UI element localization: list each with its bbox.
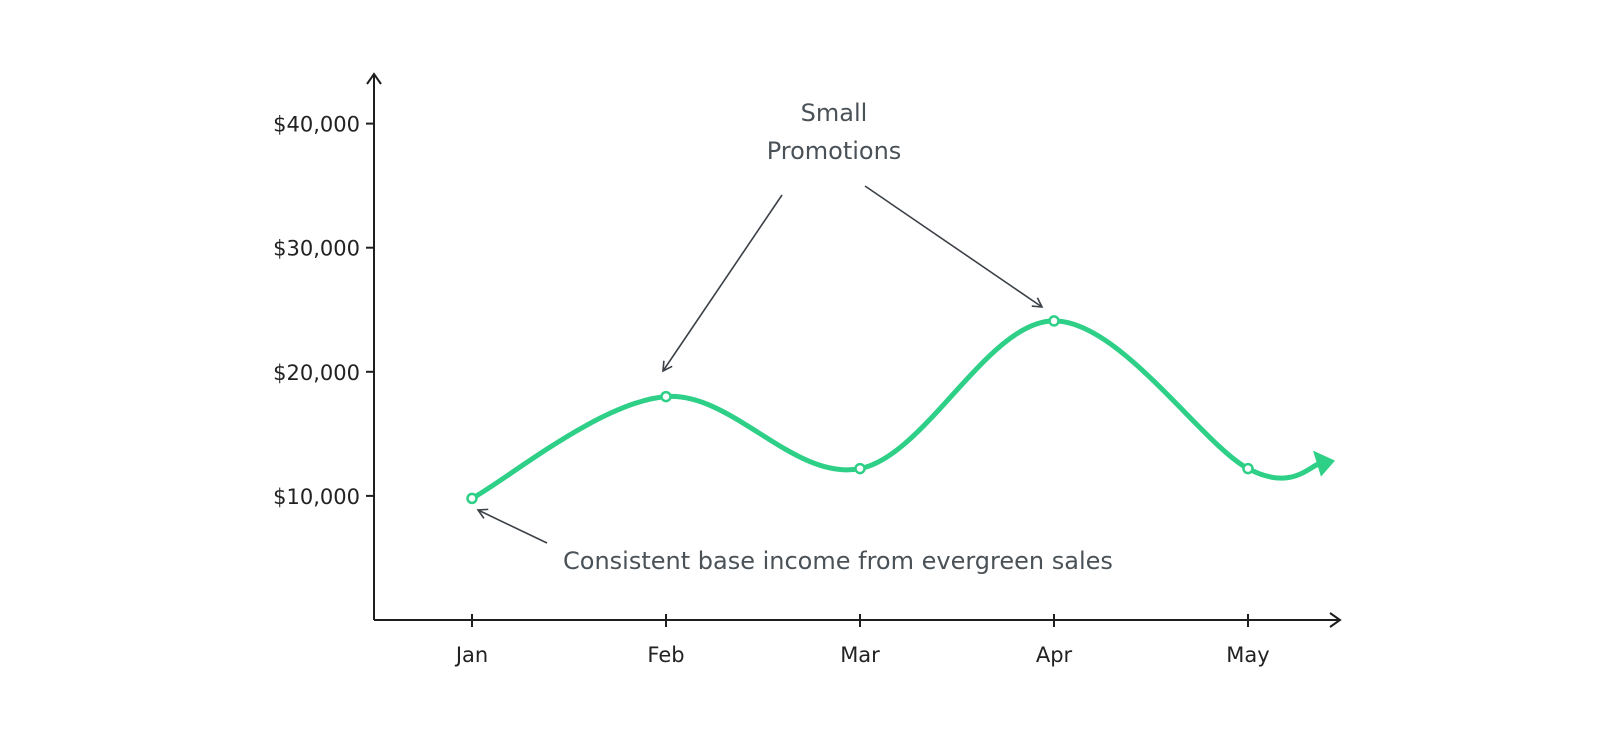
- x-tick-label: Apr: [1036, 643, 1073, 667]
- annotation-promotions-arrow-apr: [864, 185, 1044, 308]
- y-tick-label: $10,000: [273, 485, 360, 509]
- data-points: [466, 315, 1254, 505]
- y-axis-arrow: [366, 72, 382, 85]
- y-tick-label: $40,000: [273, 113, 360, 137]
- x-tick-label: Mar: [840, 643, 880, 667]
- x-axis-arrow: [1329, 612, 1342, 628]
- x-ticks: Jan Feb Mar Apr May: [454, 614, 1270, 667]
- data-point: [854, 462, 866, 475]
- data-point: [1242, 462, 1254, 475]
- y-tick-label: $30,000: [273, 237, 360, 261]
- x-tick-label: May: [1226, 643, 1269, 667]
- annotation-promotions-arrow-feb: [662, 194, 783, 373]
- data-point: [660, 390, 672, 403]
- annotation-promotions-line2: Promotions: [767, 137, 902, 165]
- y-tick-label: $20,000: [273, 361, 360, 385]
- annotation-evergreen-text: Consistent base income from evergreen sa…: [563, 547, 1113, 575]
- x-tick-label: Jan: [454, 643, 488, 667]
- series-line: [469, 318, 1326, 501]
- y-ticks: $10,000 $20,000 $30,000 $40,000: [273, 113, 375, 509]
- annotation-promotions: Small Promotions: [662, 99, 1044, 373]
- annotation-evergreen-arrow: [476, 508, 548, 544]
- x-tick-label: Feb: [647, 643, 684, 667]
- data-point: [1048, 315, 1060, 327]
- annotation-evergreen: Consistent base income from evergreen sa…: [476, 508, 1113, 575]
- y-axis: [366, 72, 382, 620]
- annotation-promotions-line1: Small: [801, 99, 868, 127]
- x-axis: [374, 612, 1342, 628]
- data-point: [466, 492, 478, 505]
- trend-arrowhead: [1313, 450, 1335, 477]
